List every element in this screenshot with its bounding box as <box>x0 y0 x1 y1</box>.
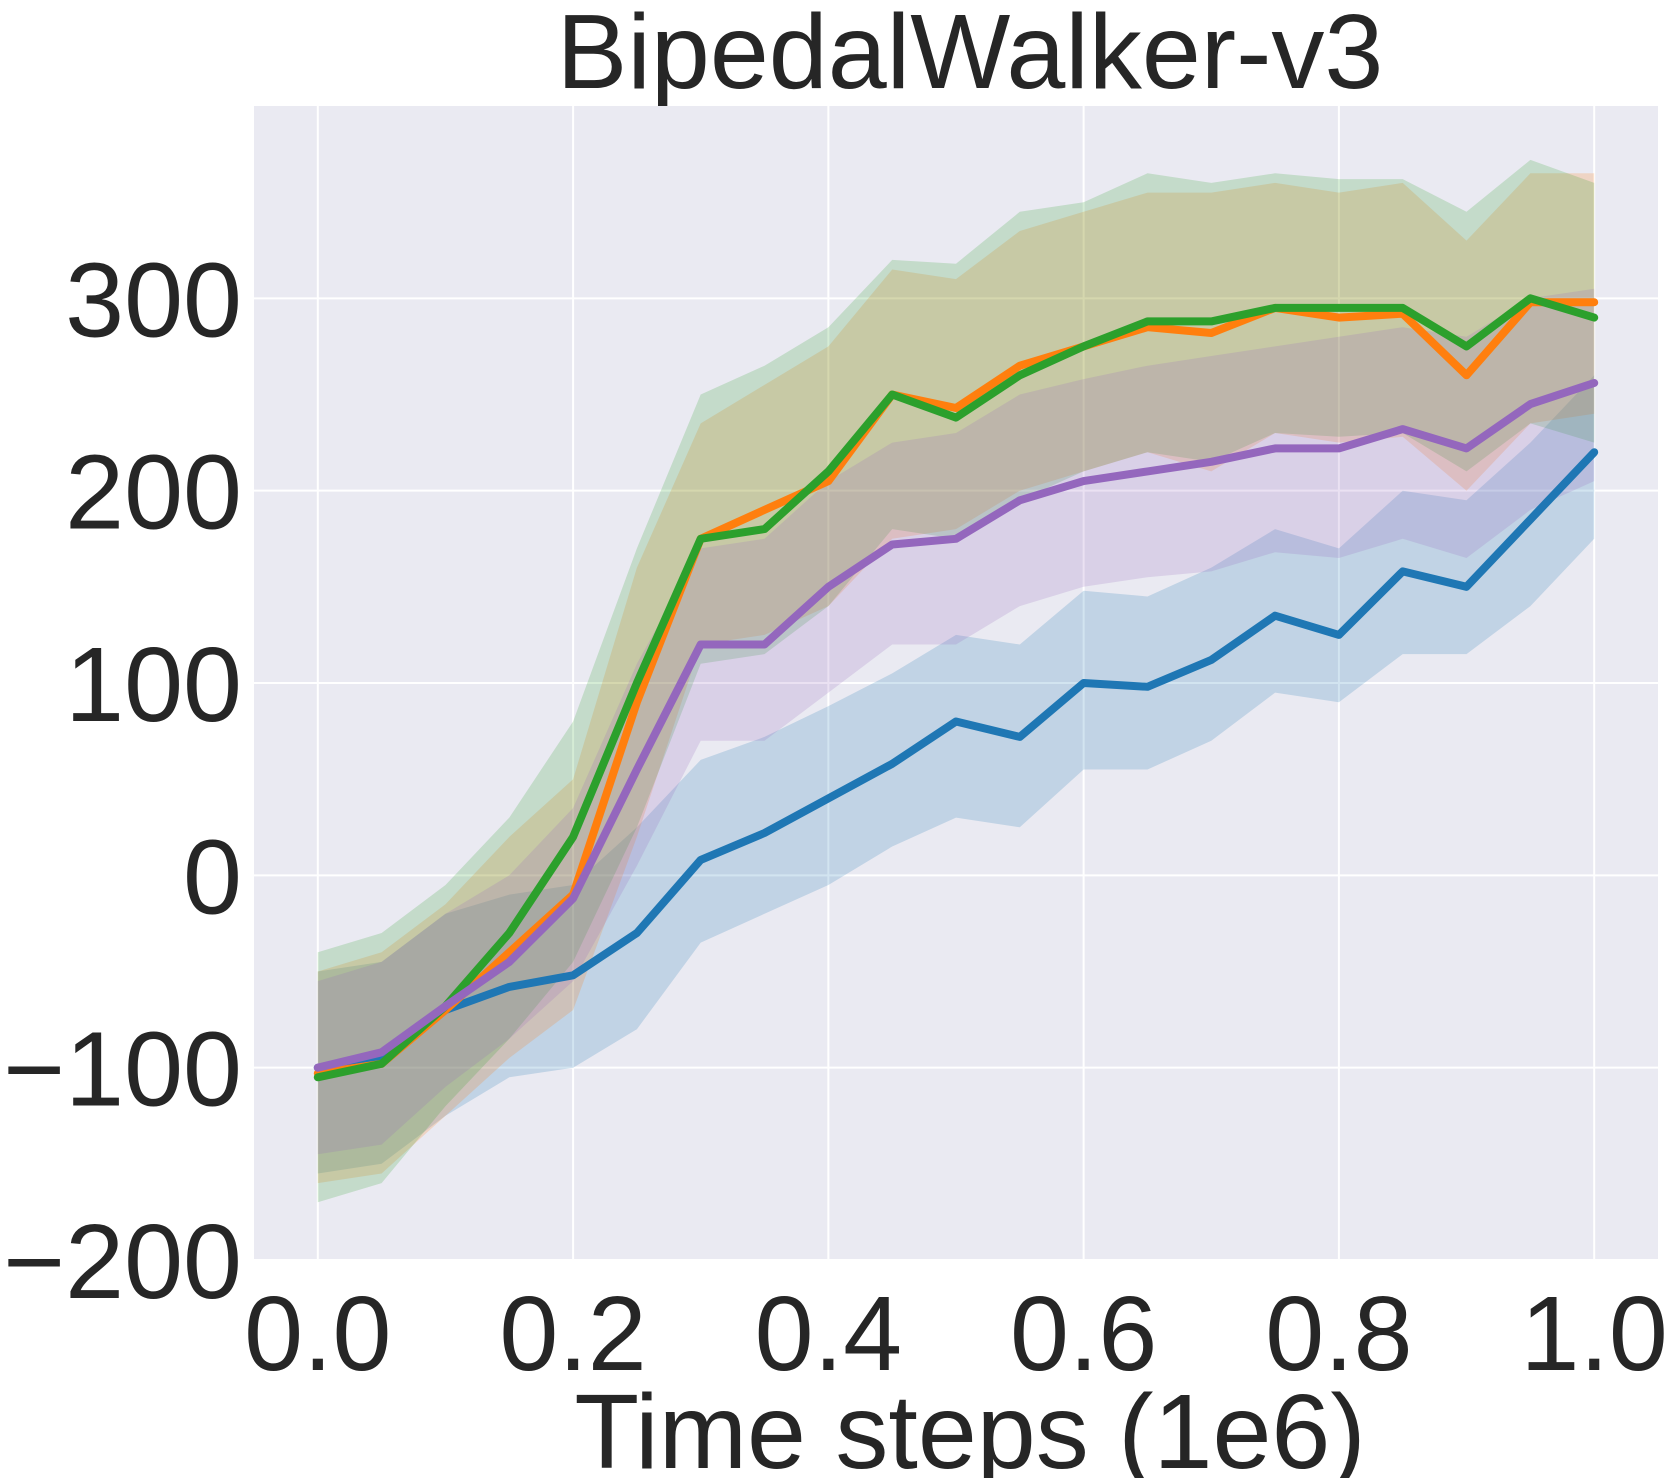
y-tick-label: 300 <box>65 241 242 359</box>
x-tick-label: 0.6 <box>1010 1275 1157 1393</box>
y-tick-label: 0 <box>183 818 242 936</box>
series-3-line <box>313 379 1599 1072</box>
y-tick-labels: −200 −100 0 100 200 300 <box>3 241 242 1321</box>
y-tick-label: 100 <box>65 626 242 744</box>
series-1-line <box>313 298 1599 1078</box>
x-tick-label: 0.4 <box>755 1275 902 1393</box>
series-lines <box>313 294 1599 1082</box>
grid <box>254 106 1658 1261</box>
y-tick-label: −200 <box>3 1203 242 1321</box>
series-bands <box>317 159 1595 1203</box>
x-tick-label: 0.0 <box>244 1275 391 1393</box>
x-tick-labels: 0.0 0.2 0.4 0.6 0.8 1.0 <box>244 1275 1668 1393</box>
chart-title: BipedalWalker-v3 <box>557 0 1384 111</box>
x-tick-label: 0.2 <box>499 1275 646 1393</box>
series-3-band <box>317 288 1595 1155</box>
y-tick-label: −100 <box>3 1011 242 1129</box>
series-0-band <box>317 375 1595 1174</box>
x-axis-label: Time steps (1e6) <box>574 1373 1365 1478</box>
series-2-line <box>313 294 1599 1082</box>
x-tick-label: 0.8 <box>1265 1275 1412 1393</box>
series-2-band <box>317 159 1595 1203</box>
series-0-line <box>313 448 1599 1072</box>
series-1-band <box>317 173 1595 1184</box>
y-tick-label: 200 <box>65 434 242 552</box>
x-tick-label: 1.0 <box>1521 1275 1668 1393</box>
